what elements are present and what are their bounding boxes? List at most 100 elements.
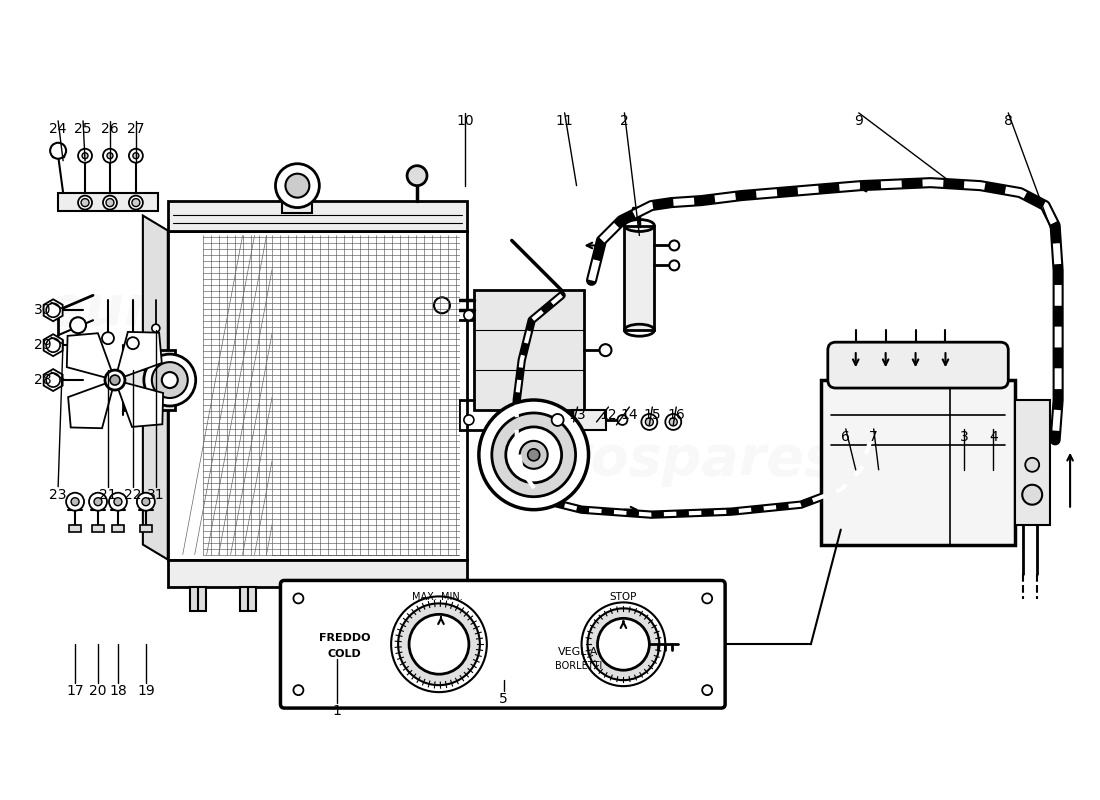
Bar	[52, 152, 64, 157]
Text: 7: 7	[869, 430, 878, 444]
Bar	[625, 226, 654, 330]
Circle shape	[464, 310, 474, 320]
Bar	[821, 380, 1015, 545]
Text: 21: 21	[99, 488, 117, 502]
Circle shape	[528, 449, 540, 461]
Text: 17: 17	[66, 684, 84, 698]
Circle shape	[478, 400, 588, 510]
Text: MAX.: MAX.	[412, 593, 437, 602]
Circle shape	[109, 493, 126, 510]
Text: 22: 22	[124, 488, 142, 502]
Circle shape	[1022, 485, 1042, 505]
Polygon shape	[116, 332, 162, 380]
Circle shape	[409, 614, 469, 674]
Circle shape	[129, 196, 143, 210]
Circle shape	[152, 324, 160, 332]
Circle shape	[519, 441, 548, 469]
Circle shape	[94, 498, 102, 506]
Circle shape	[81, 198, 89, 206]
Bar	[572, 410, 606, 430]
Circle shape	[285, 174, 309, 198]
Text: 29: 29	[34, 338, 52, 352]
Bar	[1015, 400, 1050, 525]
Bar	[289, 587, 306, 611]
Circle shape	[702, 685, 712, 695]
Circle shape	[78, 149, 92, 162]
Polygon shape	[44, 369, 63, 391]
Polygon shape	[143, 215, 168, 559]
Circle shape	[132, 198, 140, 206]
Circle shape	[142, 498, 150, 506]
Bar	[474, 290, 583, 410]
Text: eurospares: eurospares	[486, 433, 837, 487]
Circle shape	[275, 164, 319, 207]
Bar	[429, 587, 446, 611]
Circle shape	[46, 338, 60, 352]
Text: FREDDO: FREDDO	[319, 634, 370, 643]
Bar	[389, 587, 405, 611]
Circle shape	[398, 603, 480, 685]
Bar	[92, 525, 104, 532]
Circle shape	[702, 594, 712, 603]
Circle shape	[102, 332, 114, 344]
Text: MIN.: MIN.	[441, 593, 463, 602]
Text: 28: 28	[34, 373, 52, 387]
Circle shape	[392, 597, 487, 692]
Text: 8: 8	[1004, 114, 1013, 128]
Circle shape	[506, 427, 562, 482]
Text: 10: 10	[456, 114, 474, 128]
Text: 2: 2	[620, 114, 629, 128]
Text: 3: 3	[960, 430, 969, 444]
Text: 24: 24	[50, 122, 67, 136]
Text: 18: 18	[109, 684, 126, 698]
Bar	[189, 587, 206, 611]
Circle shape	[669, 241, 680, 250]
Text: 23: 23	[50, 488, 67, 502]
Circle shape	[666, 414, 681, 430]
Text: 6: 6	[842, 430, 850, 444]
Circle shape	[600, 344, 612, 356]
Circle shape	[582, 602, 665, 686]
Text: 27: 27	[128, 122, 144, 136]
Polygon shape	[67, 334, 116, 380]
Text: 25: 25	[75, 122, 91, 136]
Bar	[240, 587, 255, 611]
Polygon shape	[44, 334, 63, 356]
Circle shape	[492, 413, 575, 497]
Circle shape	[107, 153, 113, 158]
Bar	[69, 525, 81, 532]
Circle shape	[669, 261, 680, 270]
Text: 20: 20	[89, 684, 107, 698]
Text: 19: 19	[138, 684, 155, 698]
Text: STOP: STOP	[609, 593, 637, 602]
Text: 9: 9	[855, 114, 864, 128]
Circle shape	[464, 415, 474, 425]
Circle shape	[129, 149, 143, 162]
Circle shape	[110, 375, 120, 385]
Circle shape	[162, 372, 178, 388]
Circle shape	[551, 414, 563, 426]
Bar	[168, 230, 466, 559]
Circle shape	[294, 594, 304, 603]
Text: 30: 30	[34, 303, 52, 318]
Text: eurospares: eurospares	[47, 283, 398, 338]
Circle shape	[587, 608, 659, 680]
Circle shape	[126, 337, 139, 349]
Circle shape	[70, 318, 86, 334]
Bar	[168, 559, 466, 587]
Circle shape	[133, 153, 139, 158]
Circle shape	[597, 618, 649, 670]
Text: 15: 15	[644, 408, 661, 422]
Bar	[273, 235, 459, 554]
Circle shape	[51, 142, 66, 158]
Bar	[140, 525, 152, 532]
Text: 1: 1	[333, 704, 342, 718]
Bar	[58, 193, 157, 210]
Circle shape	[72, 498, 79, 506]
Circle shape	[646, 418, 653, 426]
Polygon shape	[116, 380, 163, 427]
Text: VEGLIA: VEGLIA	[559, 647, 598, 658]
Text: 31: 31	[147, 488, 165, 502]
Circle shape	[407, 166, 427, 186]
Circle shape	[641, 414, 658, 430]
